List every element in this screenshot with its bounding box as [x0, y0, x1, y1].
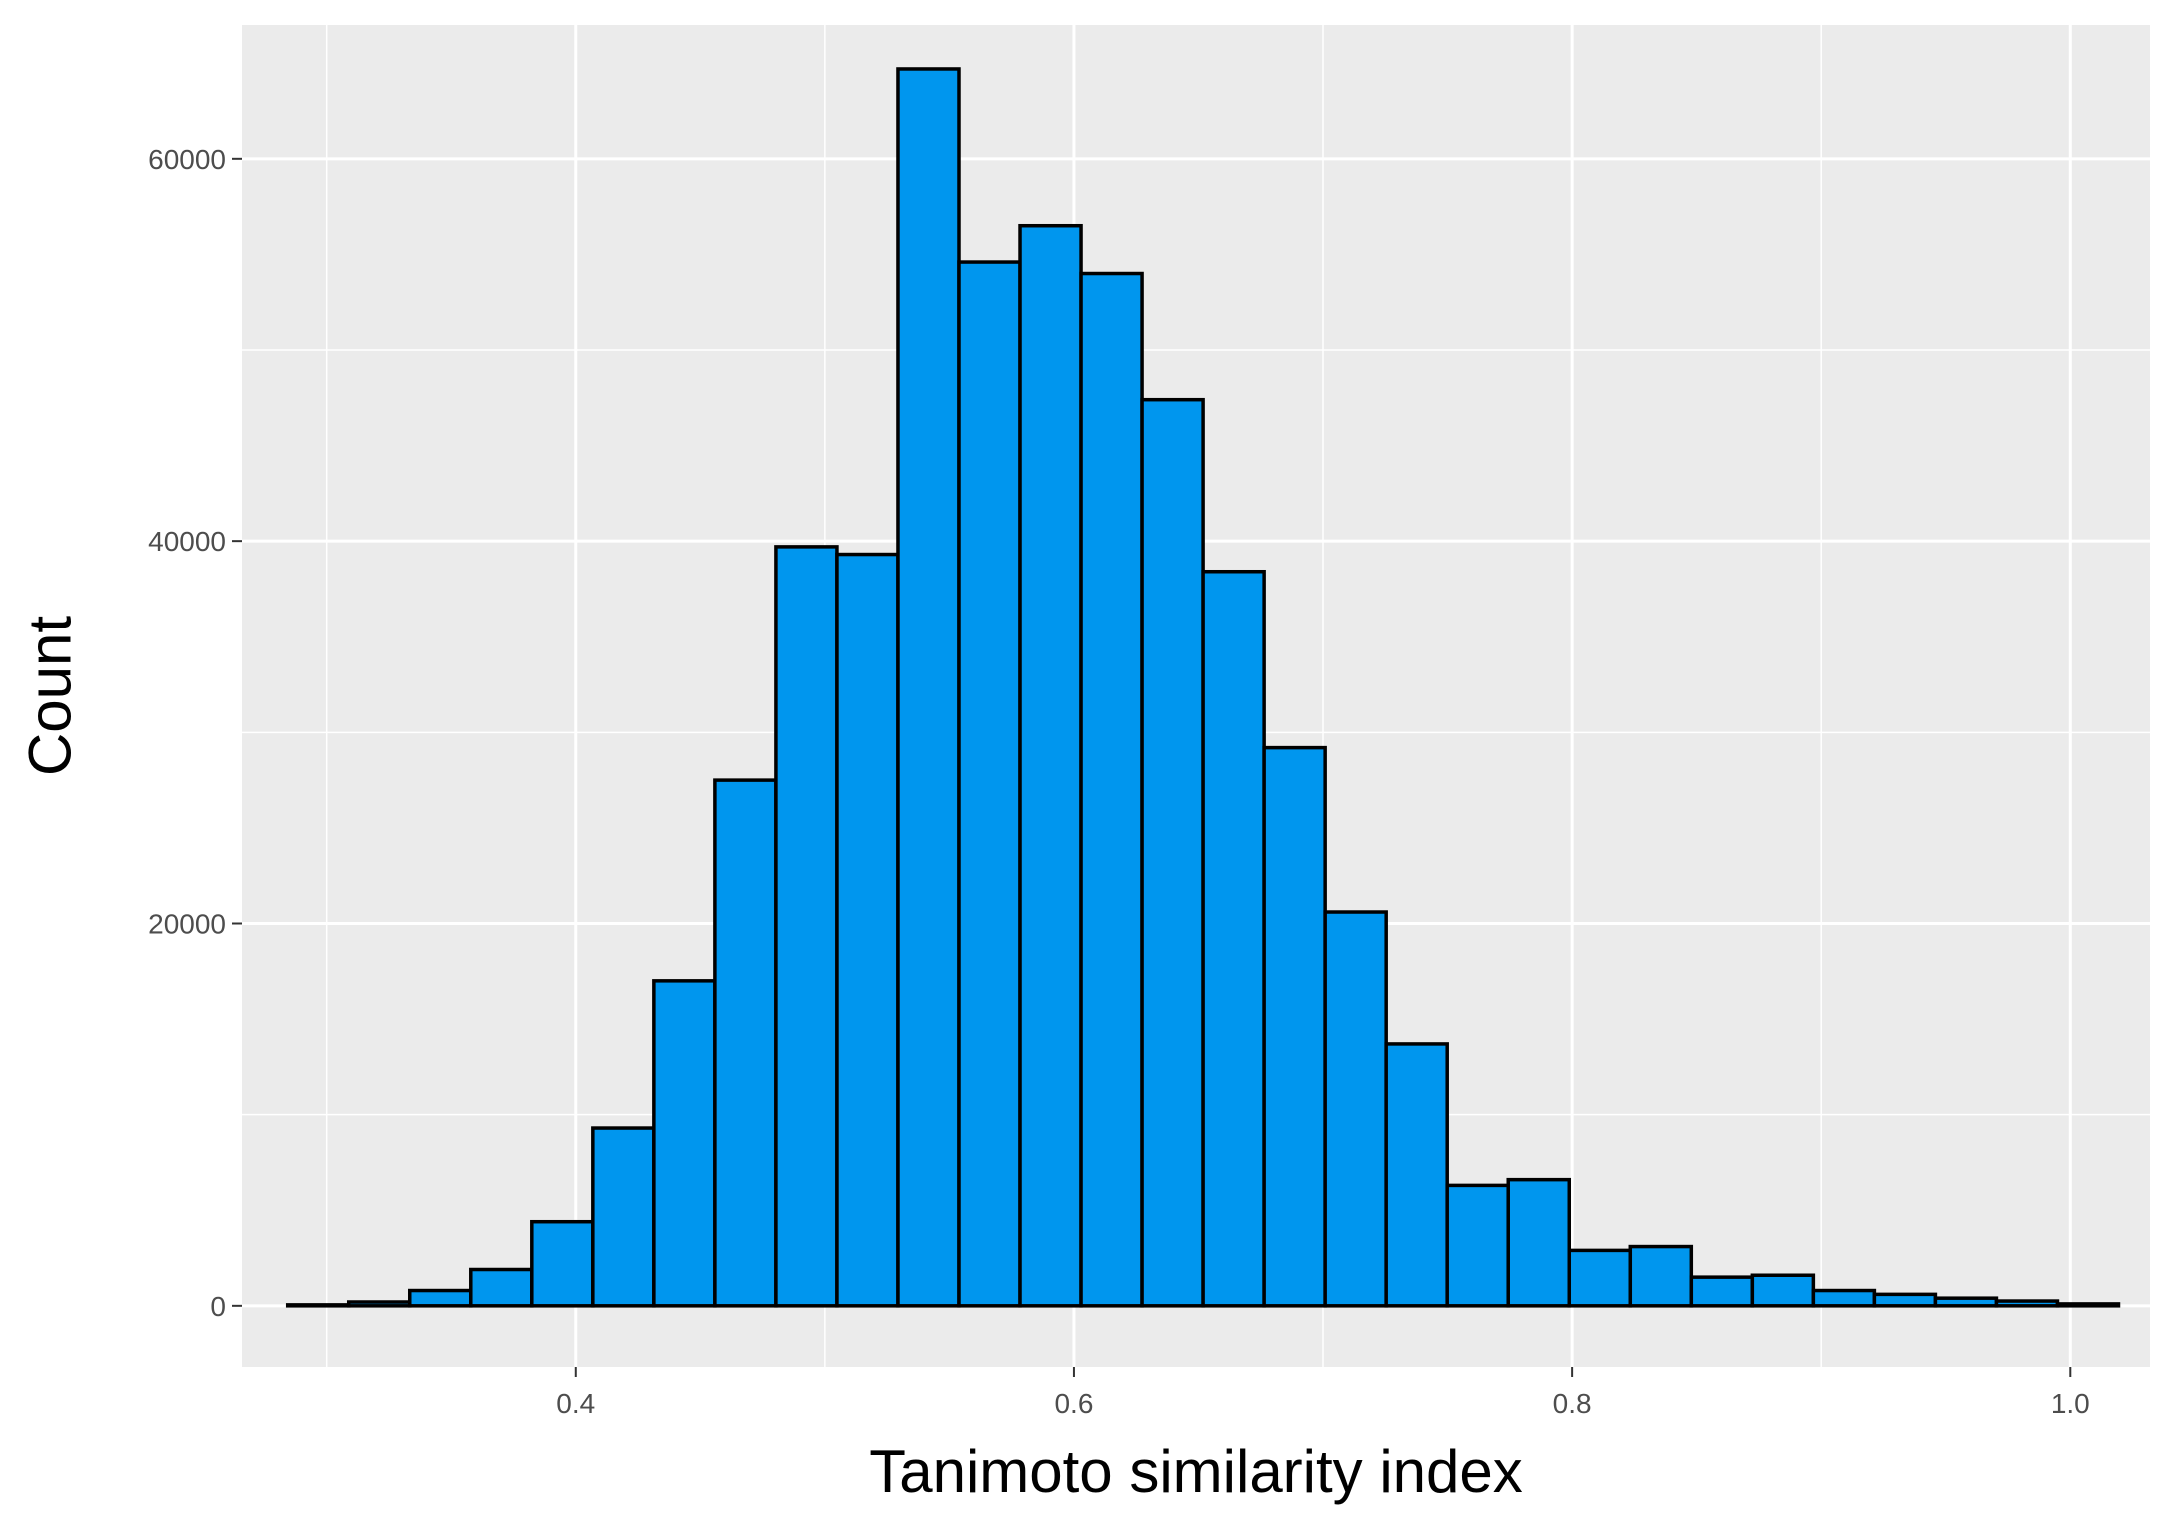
- histogram-bar: [285, 1303, 351, 1308]
- histogram-bar: [1140, 397, 1205, 1308]
- x-axis-ticks: 0.4 0.6 0.8 1.0: [556, 1367, 2090, 1419]
- histogram-bar: [469, 1267, 534, 1308]
- histogram-bar: [1689, 1275, 1755, 1308]
- histogram-bar: [1628, 1244, 1694, 1308]
- x-tick-label: 0.8: [1553, 1388, 1592, 1419]
- histogram-bar: [1750, 1273, 1816, 1308]
- y-tick-label: 0: [210, 1291, 226, 1322]
- histogram-bars: [285, 67, 2121, 1308]
- histogram-bar: [530, 1219, 595, 1308]
- histogram-bar: [2055, 1302, 2121, 1308]
- histogram-bar: [1018, 223, 1083, 1308]
- histogram-bar: [1445, 1183, 1510, 1308]
- y-tick-label: 40000: [148, 526, 226, 557]
- histogram-bar: [1262, 745, 1327, 1308]
- histogram-bar: [1872, 1292, 1938, 1308]
- y-axis-ticks: 0 20000 40000 60000: [148, 144, 242, 1322]
- histogram-bar: [408, 1288, 473, 1308]
- histogram-bar: [774, 545, 839, 1308]
- y-tick-label: 20000: [148, 908, 226, 939]
- histogram-bar: [1079, 271, 1144, 1308]
- histogram-bar: [346, 1300, 412, 1308]
- y-axis-title: Count: [17, 616, 84, 776]
- histogram-bar: [591, 1126, 656, 1308]
- histogram-bar: [896, 67, 961, 1308]
- x-axis-title: Tanimoto similarity index: [869, 1438, 1523, 1505]
- histogram-bar: [1384, 1042, 1449, 1308]
- histogram-bar: [652, 979, 717, 1308]
- histogram-bar: [1933, 1296, 1999, 1308]
- histogram-bar: [1994, 1299, 2060, 1308]
- x-tick-label: 0.4: [556, 1388, 595, 1419]
- histogram-bar: [957, 260, 1022, 1308]
- histogram-bar: [835, 552, 900, 1308]
- histogram-bar: [1567, 1248, 1633, 1308]
- histogram-bar: [713, 778, 778, 1308]
- y-tick-label: 60000: [148, 144, 226, 175]
- histogram-bar: [1811, 1288, 1877, 1308]
- histogram-bar: [1506, 1177, 1572, 1308]
- histogram-bar: [1323, 910, 1388, 1308]
- x-tick-label: 0.6: [1054, 1388, 1093, 1419]
- x-tick-label: 1.0: [2051, 1388, 2090, 1419]
- histogram-bar: [1201, 569, 1266, 1308]
